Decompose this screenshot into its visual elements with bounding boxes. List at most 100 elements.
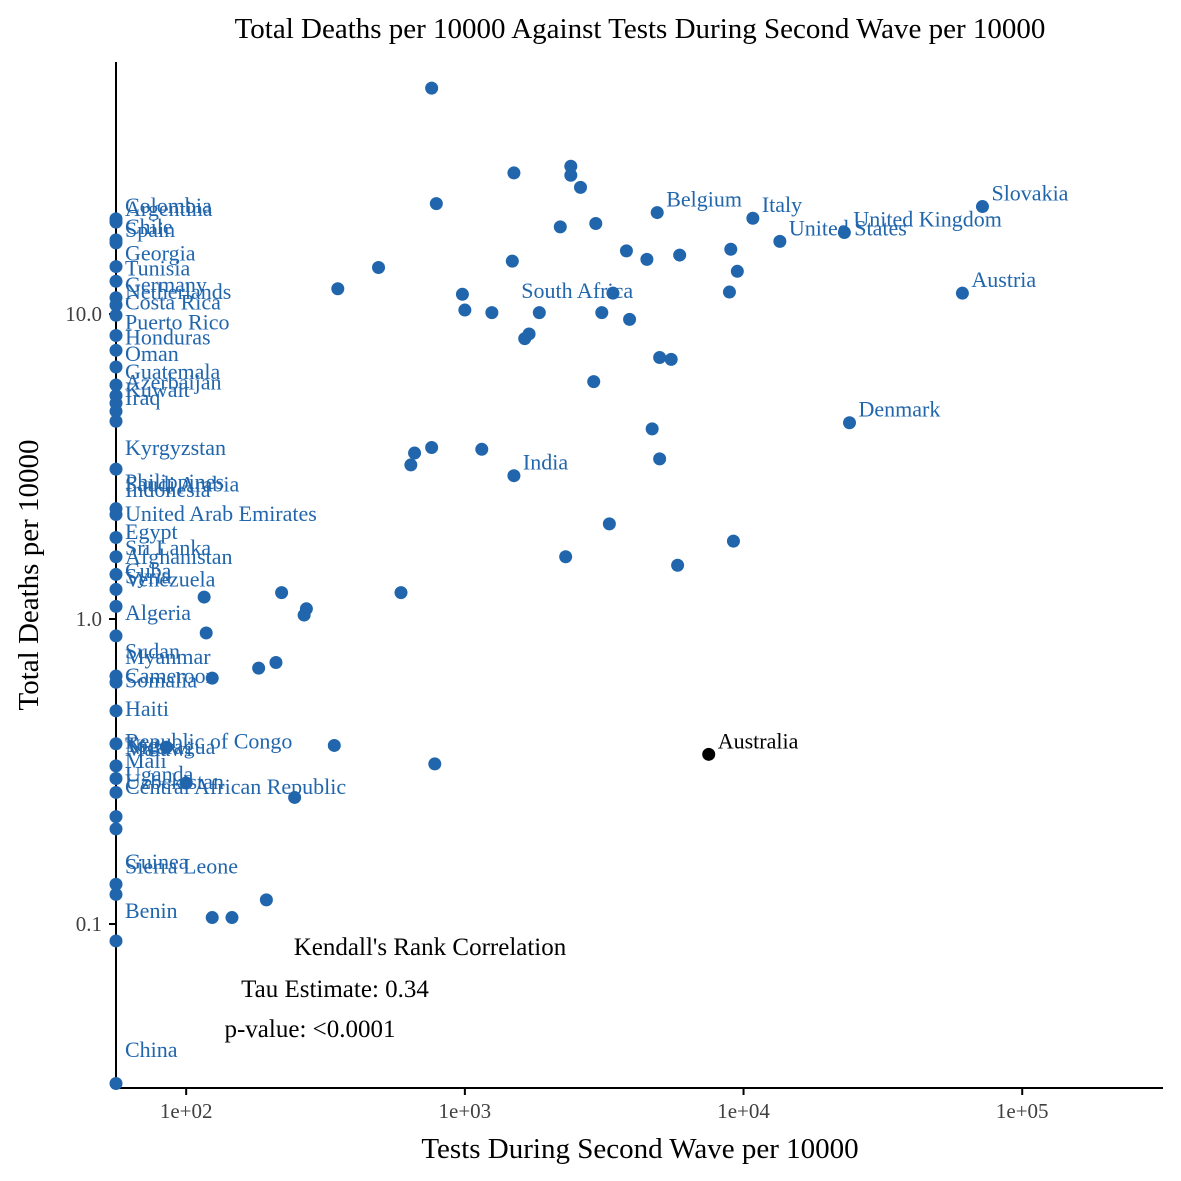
point-label: Somalia: [125, 667, 197, 692]
data-point: [518, 332, 532, 346]
data-point: [842, 416, 856, 430]
data-point: [372, 261, 386, 275]
data-point: [109, 822, 123, 836]
point-label: Denmark: [858, 397, 940, 422]
data-point: [606, 286, 620, 300]
point-label: Kuwait: [125, 377, 190, 402]
point-label: Tunisia: [125, 255, 190, 280]
annotation-line-3: p-value: <0.0001: [224, 1016, 395, 1043]
data-point: [746, 211, 760, 225]
point-label: Malawi: [125, 736, 192, 761]
point-label: Cuba: [125, 558, 172, 583]
point-label: Benin: [125, 898, 178, 923]
data-point: [109, 887, 123, 901]
point-label: Honduras: [125, 324, 211, 349]
data-point: [109, 785, 123, 799]
point-label: Myanmar: [125, 644, 211, 669]
point-label: Venezuela: [125, 567, 216, 592]
point-label: Nicaragua: [125, 734, 216, 759]
highlighted-data-point: [702, 747, 716, 761]
data-point: [109, 462, 123, 476]
data-point: [730, 264, 744, 278]
data-point: [837, 225, 851, 239]
x-axis-title: Tests During Second Wave per 10000: [421, 1133, 858, 1165]
x-tick-label: 1e+04: [717, 1099, 770, 1123]
point-label: Philippines: [125, 469, 224, 494]
data-point: [653, 350, 667, 364]
point-label: Kyrgyzstan: [125, 435, 226, 460]
data-point: [275, 586, 289, 600]
data-point: [109, 1077, 123, 1091]
data-point: [109, 550, 123, 564]
point-label: Haiti: [125, 696, 169, 721]
annotation-line-2: Tau Estimate: 0.34: [241, 976, 429, 1003]
point-label: Central African Republic: [125, 774, 346, 799]
point-label: Georgia: [125, 241, 196, 266]
point-label: United Kingdom: [853, 206, 1002, 231]
data-point: [109, 567, 123, 581]
data-point: [109, 771, 123, 785]
point-label: Togo: [125, 732, 170, 757]
point-label: Puerto Rico: [125, 310, 230, 335]
data-point: [773, 234, 787, 248]
data-point: [109, 329, 123, 343]
point-label: Syria: [125, 563, 172, 588]
point-label: Sudan: [125, 638, 180, 663]
data-point: [553, 220, 567, 234]
point-label: Guatemala: [125, 359, 221, 384]
x-tick-label: 1e+03: [439, 1099, 492, 1123]
data-point: [205, 911, 219, 925]
data-point: [574, 180, 588, 194]
data-point: [602, 517, 616, 531]
data-point: [671, 558, 685, 572]
point-label: Sierra Leone: [125, 853, 238, 878]
data-point: [109, 737, 123, 751]
data-point: [109, 343, 123, 357]
point-label: Indonesia: [125, 477, 211, 502]
data-point: [109, 704, 123, 718]
y-tick-label: 1.0: [76, 607, 102, 631]
data-point: [331, 282, 345, 296]
data-point: [485, 306, 499, 320]
data-point: [109, 274, 123, 288]
data-point: [559, 550, 573, 564]
data-point: [587, 375, 601, 389]
point-label: Afghanistan: [125, 544, 233, 569]
data-point: [408, 446, 422, 460]
point-label: Australia: [718, 728, 799, 753]
data-point: [109, 810, 123, 824]
x-tick-label: 1e+05: [996, 1099, 1049, 1123]
data-point: [404, 458, 418, 472]
data-point: [109, 531, 123, 545]
data-point: [109, 508, 123, 522]
point-label: Slovakia: [991, 181, 1068, 206]
data-point: [673, 248, 687, 262]
data-point: [425, 81, 439, 95]
data-point: [623, 312, 637, 326]
point-label: United Arab Emirates: [125, 501, 317, 526]
data-point: [109, 629, 123, 643]
point-label: Spain: [125, 217, 175, 242]
point-label: Algeria: [125, 600, 191, 625]
data-points: [109, 81, 989, 1091]
data-point: [425, 440, 439, 454]
data-point: [109, 360, 123, 374]
axis-ticks: 1e+02 1e+03 1e+04 1e+05 0.1 1.0 10.0: [65, 302, 1048, 1123]
data-point: [724, 242, 738, 256]
point-label: China: [125, 1037, 178, 1062]
point-label: United States: [789, 215, 907, 240]
data-point: [179, 776, 193, 790]
point-label: Belgium: [666, 187, 742, 212]
data-point: [955, 286, 969, 300]
y-tick-label: 0.1: [76, 912, 102, 936]
annotation-line-1: Kendall's Rank Correlation: [294, 934, 567, 961]
data-point: [650, 206, 664, 220]
data-point: [109, 582, 123, 596]
point-labels: ColombiaArgentinaChileSpainGeorgiaTunisi…: [125, 181, 1069, 1063]
data-point: [288, 790, 302, 804]
data-point: [564, 159, 578, 173]
data-point: [507, 166, 521, 180]
data-point: [458, 303, 472, 317]
data-point: [269, 656, 283, 670]
